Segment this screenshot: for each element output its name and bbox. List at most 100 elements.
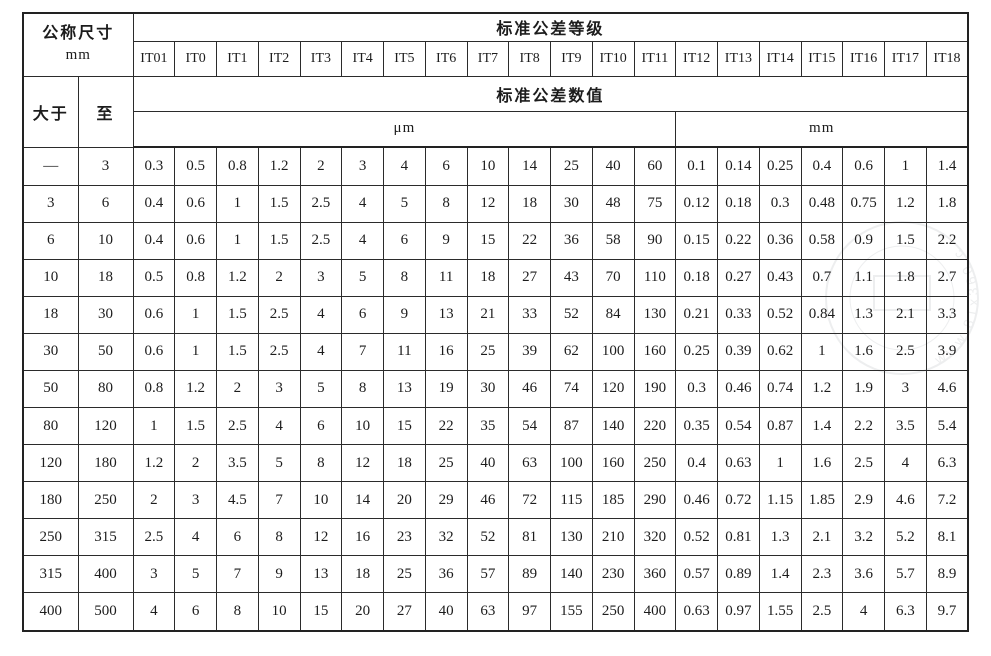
tolerance-value-cell: 2.5 [299, 184, 343, 223]
grade-title: 标准公差等级 [132, 12, 969, 42]
tolerance-value-cell: 0.58 [800, 221, 844, 260]
tolerance-value-cell: 0.84 [800, 295, 844, 334]
tolerance-value-cell: 1.4 [925, 146, 969, 186]
tolerance-value-cell: 0.18 [717, 184, 760, 223]
tolerance-value-cell: 0.54 [717, 406, 760, 446]
tolerance-value-cell: 9 [257, 555, 301, 594]
tolerance-value-cell: 100 [591, 332, 635, 371]
tolerance-value-cell: 8 [257, 518, 301, 557]
grade-header-cell: IT12 [675, 40, 719, 77]
tolerance-value-cell: 0.25 [675, 332, 719, 371]
tolerance-value-cell: 0.36 [758, 221, 802, 260]
tolerance-value-cell: 1.4 [800, 406, 844, 446]
tolerance-value-cell: 6 [299, 406, 343, 446]
tolerance-value-cell: 0.97 [717, 592, 760, 632]
tolerance-value-cell: 60 [633, 146, 677, 186]
tolerance-value-cell: 0.48 [800, 184, 844, 223]
tolerance-value-cell: 1.8 [884, 258, 927, 297]
tolerance-value-cell: 33 [508, 295, 552, 334]
grade-header-cell: IT13 [717, 40, 760, 77]
tolerance-value-cell: 15 [383, 406, 426, 446]
size-upto-cell: 50 [77, 332, 134, 371]
tolerance-value-cell: 0.74 [758, 369, 802, 408]
table-row: 18 30 0.6 1 1.5 2.5 4 6 9 13 21 33 52 84 130 0.21 0.33 0.… [22, 295, 969, 334]
tolerance-value-cell: 0.52 [758, 295, 802, 334]
tolerance-value-cell: 5 [174, 555, 218, 594]
tolerance-value-cell: 2.1 [884, 295, 927, 334]
tolerance-value-cell: 4 [842, 592, 886, 632]
tolerance-value-cell: 0.22 [717, 221, 760, 260]
tolerance-value-cell: 3.2 [842, 518, 886, 557]
tolerance-value-cell: 2 [216, 369, 259, 408]
tolerance-value-cell: 2.5 [257, 332, 301, 371]
tolerance-value-cell: 8 [341, 369, 385, 408]
grade-header-cell: IT15 [800, 40, 844, 77]
table-header: 公称尺寸 mm 标准公差等级 IT01 IT0 IT1 IT2 IT3 IT4 IT5 IT6… [22, 12, 969, 148]
tolerance-value-cell: 100 [550, 444, 593, 483]
tolerance-value-cell: 0.4 [132, 221, 176, 260]
tolerance-value-cell: 400 [633, 592, 677, 632]
tolerance-value-cell: 97 [508, 592, 552, 632]
tolerance-value-cell: 63 [466, 592, 510, 632]
tolerance-value-cell: 1.5 [174, 406, 218, 446]
tolerance-value-cell: 2.5 [884, 332, 927, 371]
tolerance-value-cell: 29 [424, 481, 468, 520]
tolerance-value-cell: 18 [466, 258, 510, 297]
table-row: 10 18 0.5 0.8 1.2 2 3 5 8 11 18 27 43 70 110 0.18 0.27 0.… [22, 258, 969, 297]
tolerance-value-cell: 18 [508, 184, 552, 223]
size-over-cell: 120 [22, 444, 79, 483]
tolerance-value-cell: 0.27 [717, 258, 760, 297]
tolerance-value-cell: 25 [550, 146, 593, 186]
tolerance-value-cell: 1.2 [174, 369, 218, 408]
size-upto-cell: 315 [77, 518, 134, 557]
header-row-units: μm mm [23, 110, 969, 148]
tolerance-value-cell: 8 [424, 184, 468, 223]
tolerance-value-cell: 1.6 [842, 332, 886, 371]
size-upto-cell: 3 [77, 146, 134, 186]
grade-header-cell: IT9 [550, 40, 593, 77]
tolerance-value-cell: 1.5 [216, 332, 259, 371]
tolerance-value-cell: 0.75 [842, 184, 886, 223]
tolerance-value-cell: 3 [299, 258, 343, 297]
tolerance-value-cell: 220 [633, 406, 677, 446]
tolerance-value-cell: 10 [466, 146, 510, 186]
tolerance-value-cell: 320 [633, 518, 677, 557]
tolerance-value-cell: 2.5 [216, 406, 259, 446]
tolerance-value-cell: 12 [299, 518, 343, 557]
tolerance-value-cell: 30 [550, 184, 593, 223]
tolerance-value-cell: 3.5 [884, 406, 927, 446]
tolerance-value-cell: 10 [341, 406, 385, 446]
tolerance-value-cell: 75 [633, 184, 677, 223]
tolerance-value-cell: 140 [550, 555, 593, 594]
tolerance-value-cell: 0.8 [132, 369, 176, 408]
tolerance-value-cell: 0.46 [717, 369, 760, 408]
tolerance-value-cell: 20 [383, 481, 426, 520]
tolerance-value-cell: 2.5 [800, 592, 844, 632]
tolerance-value-cell: 2.5 [299, 221, 343, 260]
tolerance-value-cell: 0.5 [174, 146, 218, 186]
tolerance-value-cell: 1.2 [132, 444, 176, 483]
tolerance-value-cell: 36 [424, 555, 468, 594]
tolerance-value-cell: 1.2 [216, 258, 259, 297]
tolerance-value-cell: 4 [383, 146, 426, 186]
tolerance-value-cell: 360 [633, 555, 677, 594]
tolerance-value-cell: 36 [550, 221, 593, 260]
tolerance-value-cell: 5 [383, 184, 426, 223]
tolerance-table-body: —3 0.3 0.5 0.8 1.2 2 3 4 6 10 14 25 40 60 0.1 0.14 0.25 0… [22, 146, 969, 632]
tolerance-value-cell: 30 [466, 369, 510, 408]
size-upto-cell: 400 [77, 555, 134, 594]
size-over-cell: 180 [22, 481, 79, 520]
size-over-cell: — [22, 146, 79, 186]
tolerance-value-cell: 90 [633, 221, 677, 260]
tolerance-value-cell: 0.9 [842, 221, 886, 260]
size-over-cell: 50 [22, 369, 79, 408]
tolerance-value-cell: 190 [633, 369, 677, 408]
tolerance-value-cell: 160 [633, 332, 677, 371]
tolerance-value-cell: 74 [550, 369, 593, 408]
table-row: 80 120 1 1.5 2.5 4 6 10 15 22 35 54 87 140 220 0.35 0.54… [22, 406, 969, 446]
size-over-cell: 315 [22, 555, 79, 594]
tolerance-value-cell: 4 [341, 221, 385, 260]
tolerance-value-cell: 0.21 [675, 295, 719, 334]
tolerance-value-cell: 6 [383, 221, 426, 260]
nominal-size-header: 公称尺寸 mm [22, 12, 134, 77]
